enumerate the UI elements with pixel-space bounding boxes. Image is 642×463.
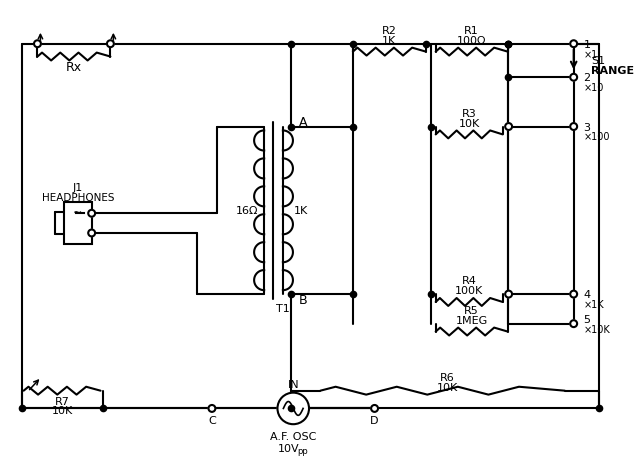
Circle shape — [371, 405, 378, 412]
Text: 5: 5 — [584, 314, 591, 324]
Text: ×10: ×10 — [584, 83, 604, 93]
Text: 10K: 10K — [51, 406, 73, 415]
Text: R7: R7 — [55, 396, 69, 406]
Circle shape — [505, 124, 512, 131]
Text: 2: 2 — [584, 73, 591, 83]
Text: 1K: 1K — [293, 206, 308, 216]
Text: 1K: 1K — [382, 36, 397, 46]
Text: ~: ~ — [73, 208, 82, 218]
Text: B: B — [299, 293, 308, 306]
Text: HEADPHONES: HEADPHONES — [42, 192, 114, 202]
Text: 10K: 10K — [458, 119, 480, 128]
Circle shape — [34, 41, 41, 48]
Text: 1MEG: 1MEG — [456, 315, 488, 325]
Circle shape — [107, 41, 114, 48]
Text: ×100: ×100 — [584, 132, 610, 142]
Text: 4: 4 — [584, 289, 591, 300]
Bar — [64, 203, 92, 244]
Text: 16Ω: 16Ω — [236, 206, 259, 216]
Circle shape — [570, 124, 577, 131]
Text: R5: R5 — [464, 305, 479, 315]
Text: D: D — [370, 415, 379, 425]
Circle shape — [88, 230, 95, 237]
Text: R6: R6 — [440, 372, 455, 382]
Text: S1: S1 — [591, 56, 605, 66]
Text: 100K: 100K — [455, 286, 483, 295]
Circle shape — [277, 393, 309, 424]
Text: A.F. OSC: A.F. OSC — [270, 431, 317, 441]
Circle shape — [570, 320, 577, 327]
Text: 10V: 10V — [277, 443, 299, 453]
Circle shape — [88, 210, 95, 217]
Text: T1: T1 — [276, 303, 290, 313]
Text: Rx: Rx — [66, 61, 82, 74]
Circle shape — [570, 75, 577, 81]
Text: R1: R1 — [464, 26, 479, 36]
Circle shape — [209, 405, 215, 412]
Text: 1: 1 — [584, 40, 591, 50]
Text: J1: J1 — [73, 182, 83, 192]
Circle shape — [570, 41, 577, 48]
Text: R2: R2 — [382, 26, 397, 36]
Text: R3: R3 — [462, 108, 476, 119]
Text: 3: 3 — [584, 122, 591, 132]
Text: 10K: 10K — [437, 382, 458, 392]
Text: RANGE: RANGE — [591, 66, 634, 76]
Text: pp: pp — [298, 446, 308, 455]
Text: ×10K: ×10K — [584, 324, 611, 334]
Text: R4: R4 — [462, 275, 476, 286]
Text: C: C — [208, 415, 216, 425]
Text: IN: IN — [288, 379, 299, 389]
Circle shape — [505, 291, 512, 298]
Circle shape — [570, 291, 577, 298]
Text: A: A — [299, 116, 307, 129]
Text: ×1: ×1 — [584, 50, 598, 59]
Text: ×1K: ×1K — [584, 299, 604, 309]
Text: 100Ω: 100Ω — [457, 36, 487, 46]
